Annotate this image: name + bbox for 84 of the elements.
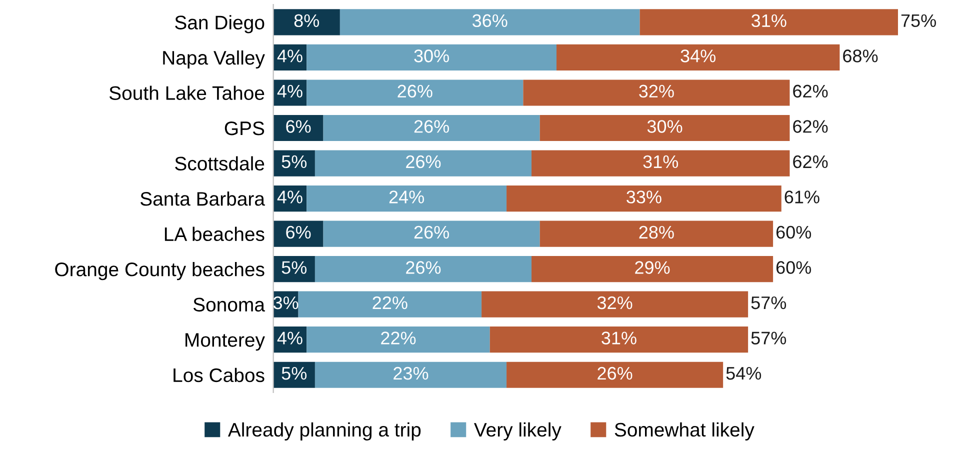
y-tick-label: Orange County beaches (55, 262, 264, 280)
data-label: 26% (406, 155, 441, 168)
bar (314, 150, 532, 176)
data-label: 34% (680, 50, 716, 62)
data-label: 31% (602, 332, 636, 344)
bar (273, 150, 315, 176)
legend-label: Somewhat likely (614, 422, 754, 440)
data-label: 30% (647, 120, 682, 133)
total-label: 62% (793, 84, 828, 98)
data-label: 4% (277, 84, 302, 98)
bar (298, 291, 482, 318)
data-label: 26% (414, 120, 449, 133)
y-tick-label: Santa Barbara (140, 191, 265, 206)
data-label: 26% (414, 226, 449, 239)
bar (306, 326, 490, 353)
legend-label: Very likely (474, 422, 562, 440)
bar (323, 114, 540, 142)
total-label: 62% (793, 120, 828, 133)
data-label: 29% (635, 261, 670, 274)
data-label: 23% (394, 366, 428, 380)
total-label: 68% (843, 50, 878, 62)
bar (273, 114, 324, 142)
bar (306, 185, 507, 212)
data-label: 31% (643, 155, 678, 168)
bar (340, 9, 640, 36)
y-tick-label: San Diego (175, 15, 264, 34)
data-label: 5% (282, 261, 307, 274)
data-label: 4% (277, 50, 302, 62)
y-tick-label: Scottsdale (175, 156, 264, 171)
total-label: 60% (776, 261, 812, 274)
y-tick-label: Los Cabos (174, 368, 264, 382)
bar (273, 220, 324, 247)
bar (323, 220, 540, 247)
total-label: 57% (751, 296, 786, 310)
data-label: 6% (286, 120, 311, 133)
y-tick-label: South Lake Tahoe (109, 86, 264, 100)
data-label: 5% (282, 155, 307, 168)
bar (482, 291, 748, 318)
data-label: 28% (639, 226, 674, 239)
bar (314, 362, 507, 388)
bar (640, 9, 898, 36)
data-label: 24% (389, 190, 424, 204)
data-label: 22% (381, 332, 416, 344)
data-label: 4% (277, 332, 302, 344)
total-label: 54% (726, 367, 762, 380)
data-label: 32% (639, 84, 674, 98)
bar (314, 256, 532, 282)
total-label: 57% (751, 332, 786, 344)
bar (523, 80, 790, 106)
data-label: 26% (406, 261, 441, 274)
bar (506, 185, 782, 212)
total-label: 62% (793, 155, 828, 168)
data-label: 31% (752, 14, 786, 28)
data-label: 6% (286, 226, 311, 239)
bar (490, 326, 748, 353)
data-label: 26% (398, 84, 432, 98)
total-label: 75% (901, 14, 936, 28)
bar (556, 44, 840, 71)
bar (306, 80, 524, 106)
y-tick-label: Monterey (186, 333, 265, 351)
data-label: 5% (282, 367, 307, 380)
data-label: 4% (277, 190, 302, 204)
data-label: 26% (598, 366, 632, 380)
total-label: 60% (776, 226, 812, 239)
data-label: 3% (273, 296, 298, 310)
y-tick-label: LA beaches (164, 226, 264, 242)
bar (306, 44, 556, 71)
data-label: 30% (414, 50, 449, 62)
data-label: 8% (294, 14, 320, 28)
total-label: 61% (784, 190, 820, 204)
data-label: 36% (472, 14, 508, 28)
legend-label: Already planning a trip (228, 422, 421, 440)
bar (506, 362, 724, 388)
bar (540, 114, 790, 142)
data-label: 33% (626, 190, 662, 204)
y-tick-label: Sonoma (193, 298, 265, 312)
bar (532, 256, 774, 282)
data-label: 32% (597, 296, 632, 310)
y-tick-label: Napa Valley (163, 50, 265, 69)
bar (532, 150, 790, 176)
data-label: 22% (372, 296, 408, 310)
y-tick-label: GPS (224, 121, 264, 136)
bar (540, 220, 774, 247)
bar (273, 9, 340, 36)
